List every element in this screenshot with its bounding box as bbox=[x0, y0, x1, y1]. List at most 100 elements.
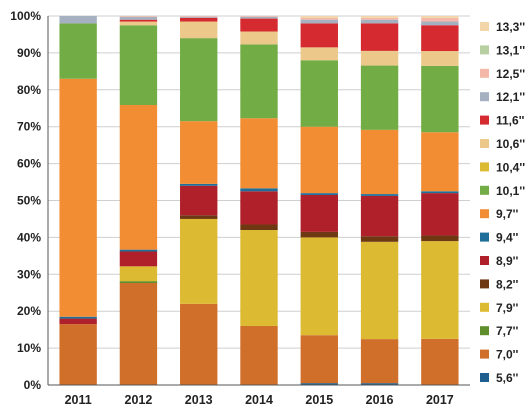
bar-2014-series-10 bbox=[240, 31, 278, 45]
bar-2013-series-1 bbox=[180, 303, 218, 385]
bar-2013-series-7 bbox=[180, 121, 218, 184]
legend-label-1: 13,1'' bbox=[496, 43, 525, 57]
y-tick-label-8: 80% bbox=[17, 83, 41, 97]
legend-swatch-4 bbox=[480, 115, 489, 125]
bar-2016-series-7 bbox=[360, 129, 399, 195]
x-tick-label-2013: 2013 bbox=[185, 393, 213, 407]
bar-2012-series-7 bbox=[119, 105, 158, 250]
legend-label-12: 7,9'' bbox=[496, 301, 519, 315]
y-tick-label-7: 70% bbox=[17, 120, 41, 134]
bar-2015-series-5 bbox=[300, 194, 338, 232]
bar-2016-series-13 bbox=[360, 17, 399, 20]
legend-label-5: 10,6'' bbox=[496, 137, 525, 151]
bar-2016-series-1 bbox=[360, 339, 399, 384]
bar-2017-series-12 bbox=[421, 21, 459, 26]
bar-2016-series-8 bbox=[360, 65, 399, 130]
bar-2013-series-3 bbox=[180, 218, 218, 304]
bar-2014-series-12 bbox=[240, 16, 278, 19]
bar-2014-series-5 bbox=[240, 191, 278, 225]
bar-2017-series-10 bbox=[421, 51, 459, 66]
bar-2014-series-3 bbox=[240, 230, 278, 326]
bar-2011-series-7 bbox=[59, 78, 97, 317]
bar-2015-series-0 bbox=[300, 383, 338, 385]
bar-2014-series-7 bbox=[240, 118, 278, 189]
bar-2014-series-4 bbox=[240, 224, 278, 231]
legend: 13,3'' 13,1'' 12,5'' 12,1'' 11,6'' 10,6'' 10,4… bbox=[480, 20, 525, 385]
bar-2017-series-5 bbox=[421, 193, 459, 236]
legend-swatch-14 bbox=[480, 349, 489, 359]
legend-swatch-13 bbox=[480, 326, 489, 336]
y-tick-label-9: 90% bbox=[17, 46, 41, 60]
bar-2015-series-3 bbox=[300, 237, 338, 336]
legend-label-13: 7,7'' bbox=[496, 324, 519, 338]
bar-2013-series-4 bbox=[180, 215, 218, 219]
bar-2016-series-5 bbox=[360, 195, 399, 237]
legend-label-14: 7,0'' bbox=[496, 348, 519, 362]
x-axis: 2011 2012 2013 2014 2015 2016 2017 bbox=[48, 384, 470, 407]
bar-2013-series-13 bbox=[180, 16, 218, 17]
bar-2014-series-8 bbox=[240, 44, 278, 119]
y-tick-label-4: 40% bbox=[17, 230, 41, 244]
legend-label-7: 10,1'' bbox=[496, 184, 525, 198]
bar-2011-series-8 bbox=[59, 23, 97, 79]
legend-label-9: 9,4'' bbox=[496, 231, 519, 245]
bar-2015-series-1 bbox=[300, 335, 338, 384]
y-tick-label-5: 50% bbox=[17, 194, 41, 208]
bar-2017-series-7 bbox=[421, 132, 459, 192]
bars bbox=[59, 16, 459, 385]
y-tick-label-10: 100% bbox=[10, 9, 41, 23]
y-tick-label-6: 60% bbox=[17, 157, 41, 171]
bar-2017-series-15 bbox=[421, 16, 459, 18]
bar-2012-series-6 bbox=[119, 249, 158, 252]
legend-swatch-7 bbox=[480, 185, 489, 195]
legend-swatch-2 bbox=[480, 68, 489, 78]
bar-2017-series-6 bbox=[421, 191, 459, 194]
y-tick-label-0: 0% bbox=[24, 378, 42, 392]
legend-label-6: 10,4'' bbox=[496, 160, 525, 174]
bar-2012-series-8 bbox=[119, 25, 158, 106]
legend-swatch-12 bbox=[480, 302, 489, 312]
legend-swatch-5 bbox=[480, 139, 489, 148]
y-tick-label-1: 10% bbox=[17, 341, 41, 355]
bar-2014-series-11 bbox=[240, 18, 278, 32]
bar-2015-series-8 bbox=[300, 60, 338, 127]
legend-label-10: 8,9'' bbox=[496, 254, 519, 268]
x-tick-label-2016: 2016 bbox=[366, 393, 394, 407]
bar-2016-series-3 bbox=[360, 241, 399, 340]
bar-2017-series-4 bbox=[421, 235, 459, 242]
y-tick-label-2: 20% bbox=[17, 304, 41, 318]
legend-label-0: 13,3'' bbox=[496, 20, 525, 34]
bar-2015-series-4 bbox=[300, 231, 338, 238]
bar-2017-series-11 bbox=[421, 25, 459, 52]
bar-2014-series-1 bbox=[240, 325, 278, 385]
bar-2015-series-6 bbox=[300, 193, 338, 195]
bar-2015-series-12 bbox=[300, 19, 338, 24]
bar-2017-series-1 bbox=[421, 338, 459, 385]
bar-2013-series-5 bbox=[180, 185, 218, 216]
legend-label-11: 8,2'' bbox=[496, 277, 519, 291]
bar-2013-series-12 bbox=[180, 16, 218, 18]
bar-2013-series-10 bbox=[180, 21, 218, 39]
legend-swatch-9 bbox=[480, 232, 489, 242]
legend-label-2: 12,5'' bbox=[496, 67, 525, 81]
bar-2013-series-8 bbox=[180, 38, 218, 122]
bar-2012-series-1 bbox=[119, 283, 158, 385]
y-axis: 0% 10% 20% 30% 40% 50% 60% 70% 80% 90% 100% bbox=[10, 9, 49, 392]
bar-2012-series-11 bbox=[119, 19, 158, 22]
bar-2016-series-0 bbox=[360, 383, 399, 385]
x-tick-label-2017: 2017 bbox=[426, 393, 454, 407]
legend-swatch-11 bbox=[480, 279, 489, 289]
bar-2012-series-2 bbox=[119, 281, 158, 284]
bar-2014-series-6 bbox=[240, 188, 278, 192]
legend-label-8: 9,7'' bbox=[496, 207, 519, 221]
bar-2016-series-6 bbox=[360, 194, 399, 196]
legend-swatch-3 bbox=[480, 92, 489, 102]
bar-2017-series-13 bbox=[421, 17, 459, 22]
legend-label-3: 12,1'' bbox=[496, 90, 525, 104]
bar-2012-series-3 bbox=[119, 266, 158, 282]
bar-2013-series-11 bbox=[180, 17, 218, 22]
bar-2016-series-12 bbox=[360, 19, 399, 24]
bar-2011-series-6 bbox=[59, 316, 97, 319]
x-tick-label-2014: 2014 bbox=[245, 393, 273, 407]
